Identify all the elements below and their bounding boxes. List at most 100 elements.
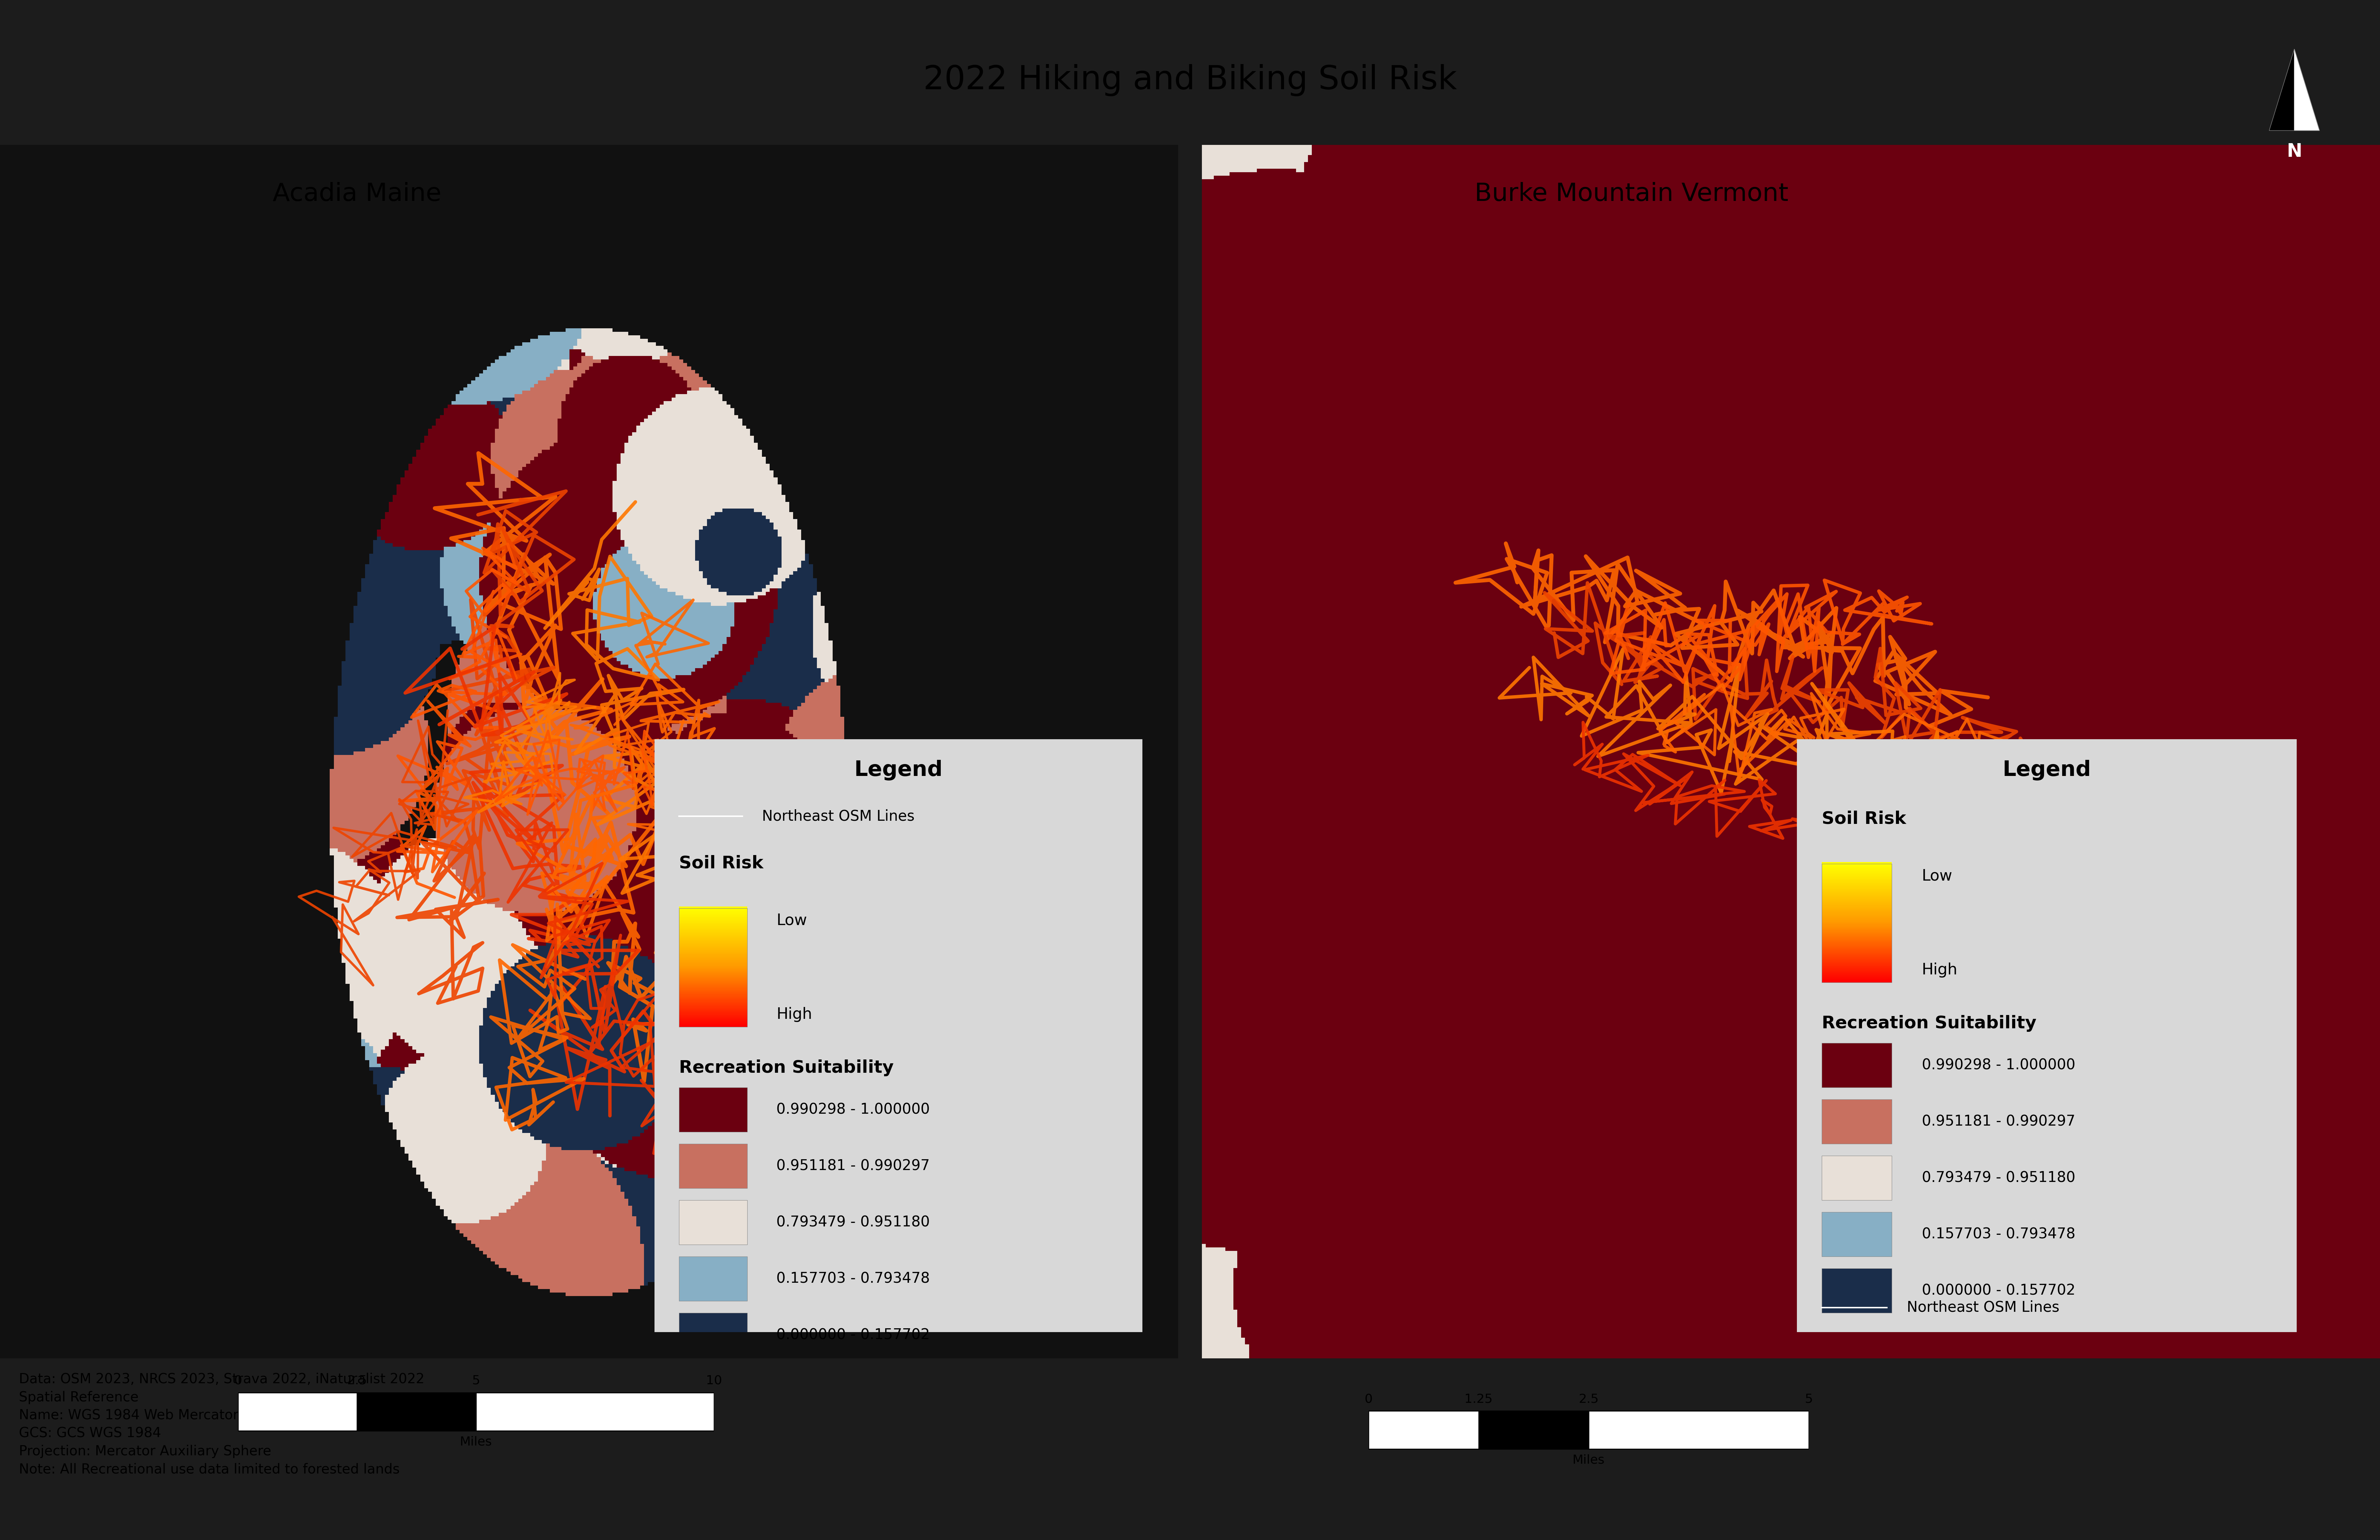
Bar	[678, 944, 747, 947]
Bar	[678, 952, 747, 956]
Bar	[678, 1013, 747, 1016]
Bar	[678, 947, 747, 950]
Bar	[678, 1087, 747, 1132]
Bar	[1590, 1411, 1809, 1449]
Text: Burke Mountain Vermont: Burke Mountain Vermont	[1476, 182, 1787, 206]
Bar	[678, 986, 747, 989]
FancyBboxPatch shape	[650, 733, 1147, 1338]
Text: 0.990298 - 1.000000: 0.990298 - 1.000000	[1921, 1058, 2075, 1073]
Bar	[678, 1016, 747, 1019]
Bar	[1821, 944, 1892, 947]
Bar	[678, 993, 747, 996]
Bar	[678, 1007, 747, 1010]
Bar	[678, 1004, 747, 1007]
Bar	[678, 938, 747, 941]
Bar	[678, 1015, 747, 1018]
Text: 2022 Hiking and Biking Soil Risk: 2022 Hiking and Biking Soil Risk	[923, 65, 1457, 95]
Bar	[678, 975, 747, 978]
Polygon shape	[2294, 49, 2320, 131]
Bar	[1821, 896, 1892, 899]
Text: 0.000000 - 0.157702: 0.000000 - 0.157702	[776, 1327, 931, 1343]
Bar	[1821, 956, 1892, 959]
Bar	[1821, 898, 1892, 901]
Bar	[1821, 926, 1892, 929]
Bar	[1821, 919, 1892, 922]
Bar	[1821, 862, 1892, 865]
Bar	[1821, 878, 1892, 881]
Bar	[678, 929, 747, 932]
Polygon shape	[2268, 49, 2294, 131]
Bar	[678, 961, 747, 964]
Bar	[1821, 973, 1892, 976]
Bar	[1821, 909, 1892, 912]
Bar	[1821, 909, 1892, 913]
Bar	[1821, 935, 1892, 938]
Bar	[1821, 961, 1892, 964]
Bar	[1821, 970, 1892, 973]
Bar	[1821, 942, 1892, 946]
Bar	[1478, 1411, 1590, 1449]
Bar	[1821, 979, 1892, 983]
Bar	[678, 953, 747, 956]
Bar	[678, 958, 747, 961]
Bar	[1821, 955, 1892, 958]
Bar	[678, 984, 747, 987]
Text: 0.990298 - 1.000000: 0.990298 - 1.000000	[776, 1103, 931, 1116]
Bar	[678, 922, 747, 926]
Bar	[678, 990, 747, 995]
Bar	[678, 932, 747, 935]
Text: 5: 5	[1804, 1394, 1814, 1404]
Bar	[678, 1024, 747, 1027]
Text: 0: 0	[1364, 1394, 1373, 1404]
Bar	[678, 959, 747, 962]
Text: Legend: Legend	[2002, 759, 2092, 781]
Bar	[678, 955, 747, 958]
Bar	[678, 941, 747, 944]
Text: 10: 10	[707, 1375, 721, 1386]
Bar	[1821, 913, 1892, 916]
Text: 0.951181 - 0.990297: 0.951181 - 0.990297	[1921, 1115, 2075, 1129]
Bar	[678, 1023, 747, 1026]
Text: 0.157703 - 0.793478: 0.157703 - 0.793478	[1921, 1227, 2075, 1241]
Bar	[1821, 930, 1892, 933]
Bar	[678, 933, 747, 936]
Bar	[678, 936, 747, 939]
Bar	[1821, 1100, 1892, 1144]
Bar	[1821, 918, 1892, 921]
Bar	[1821, 886, 1892, 889]
Bar	[1821, 962, 1892, 966]
Bar	[678, 909, 747, 912]
Bar	[1821, 924, 1892, 927]
Bar	[1821, 912, 1892, 916]
Bar	[1821, 922, 1892, 926]
Bar	[678, 907, 747, 910]
Bar	[678, 969, 747, 972]
Bar	[1821, 939, 1892, 942]
Bar	[1821, 910, 1892, 915]
Text: N: N	[2287, 143, 2301, 160]
Bar	[678, 1018, 747, 1021]
Bar	[1821, 864, 1892, 983]
Bar	[1821, 938, 1892, 941]
Bar	[1821, 1155, 1892, 1200]
Bar	[1821, 975, 1892, 978]
FancyBboxPatch shape	[1792, 733, 2301, 1338]
Bar	[1821, 947, 1892, 950]
Bar	[678, 1009, 747, 1012]
Bar	[678, 949, 747, 953]
Bar	[1821, 953, 1892, 956]
Bar	[1821, 895, 1892, 898]
Bar	[678, 1257, 747, 1301]
Bar	[1821, 869, 1892, 872]
Bar	[1821, 884, 1892, 887]
Bar	[678, 1312, 747, 1357]
Text: 2.5: 2.5	[1578, 1394, 1599, 1404]
Text: 0.951181 - 0.990297: 0.951181 - 0.990297	[776, 1158, 931, 1173]
Text: Acadia Maine: Acadia Maine	[274, 182, 440, 206]
Bar	[1821, 876, 1892, 879]
Bar	[1821, 864, 1892, 867]
Text: Low: Low	[776, 913, 807, 929]
Text: Recreation Suitability: Recreation Suitability	[1821, 1015, 2037, 1032]
Bar	[678, 913, 747, 916]
Bar	[1821, 889, 1892, 892]
